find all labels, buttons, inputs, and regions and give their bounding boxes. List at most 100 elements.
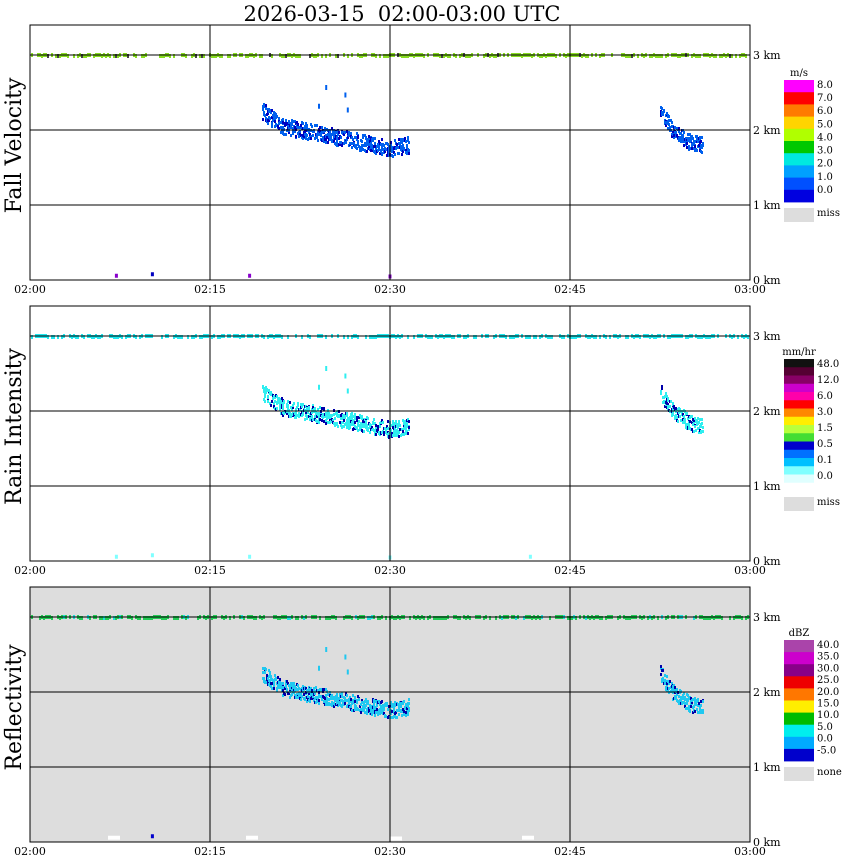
band-gate [57,335,59,339]
precip-gate [373,699,375,702]
precip-gate [325,138,327,141]
precip-gate [312,134,314,137]
band-gate [335,54,337,58]
band-gate [669,335,671,339]
band-gate [343,335,345,339]
precip-gate [282,121,284,124]
precip-gate [665,124,667,127]
precip-gate [305,122,307,125]
precip-gate [346,412,348,415]
band-gate [563,335,565,339]
band-gate [691,54,693,58]
precip-gate [305,137,307,140]
precip-gate [365,420,367,423]
precip-gate [395,147,397,150]
precip-gate [355,705,357,708]
band-gate [651,616,653,620]
band-gate [245,54,247,58]
precip-gate [339,701,341,704]
precip-gate [271,125,273,128]
band-gate [547,335,549,339]
legend-label: 12.0 [817,375,839,386]
precip-gate [356,147,358,150]
precip-gate [311,693,313,696]
precip-gate [688,424,690,427]
precip-gate [360,711,362,714]
precip-gate [359,414,361,417]
legend-label: 0.0 [817,734,833,745]
band-gate [679,54,681,58]
precip-gate [341,695,343,698]
surface-gate [246,835,258,840]
precip-gate [271,109,273,112]
precip-gate [263,387,265,390]
band-gate [731,54,733,58]
band-gate [83,54,85,58]
band-gate [655,335,657,339]
precip-gate [672,131,674,134]
precip-gate [267,122,269,125]
precip-gate [664,405,666,408]
precip-gate [325,366,328,371]
precip-gate [323,408,325,411]
precip-gate [338,137,340,140]
band-gate [115,54,117,58]
band-gate [371,335,373,339]
band-gate [455,54,457,58]
precip-gate [383,712,385,715]
precip-gate [701,418,703,421]
precip-gate [309,415,311,418]
precip-gate [682,421,684,424]
band-gate [599,54,601,58]
band-gate [713,54,715,58]
band-gate [513,335,515,339]
precip-gate [264,114,266,117]
precip-gate [287,405,289,408]
precip-gate [668,682,670,685]
precip-gate [351,709,353,712]
band-gate [695,54,697,58]
precip-gate [689,420,691,423]
precip-gate [354,696,356,699]
band-gate [261,616,263,620]
band-gate [657,616,659,620]
precip-gate [660,667,662,670]
precip-gate [660,665,662,668]
precip-gate [318,103,320,109]
band-gate [59,616,61,620]
band-gate [527,335,529,339]
precip-gate [408,428,410,431]
band-gate [253,616,255,620]
precip-gate [406,146,408,149]
band-gate [433,616,435,620]
precip-gate [270,682,272,685]
band-gate [715,54,717,58]
band-gate [309,54,311,58]
band-gate [593,616,595,620]
precip-gate [316,136,318,139]
band-gate [357,335,359,339]
precip-gate [691,701,693,704]
band-gate [665,616,667,620]
precip-gate [288,120,290,123]
band-gate [413,54,415,58]
band-gate [605,616,607,620]
precip-gate [399,143,401,146]
legend-swatch [784,189,814,203]
precip-gate [299,132,301,135]
precip-gate [346,414,348,417]
band-gate [453,335,455,339]
precip-gate [361,699,363,702]
band-gate [191,54,193,58]
precip-gate [375,433,377,436]
precip-gate [344,702,346,705]
precip-gate [267,112,269,115]
band-gate [163,616,165,620]
band-gate [655,54,657,58]
precip-gate [384,150,386,153]
precip-gate [408,702,410,705]
precip-gate [265,386,267,389]
precip-gate [271,122,273,125]
band-gate [351,616,353,620]
legend-swatch [784,724,814,738]
